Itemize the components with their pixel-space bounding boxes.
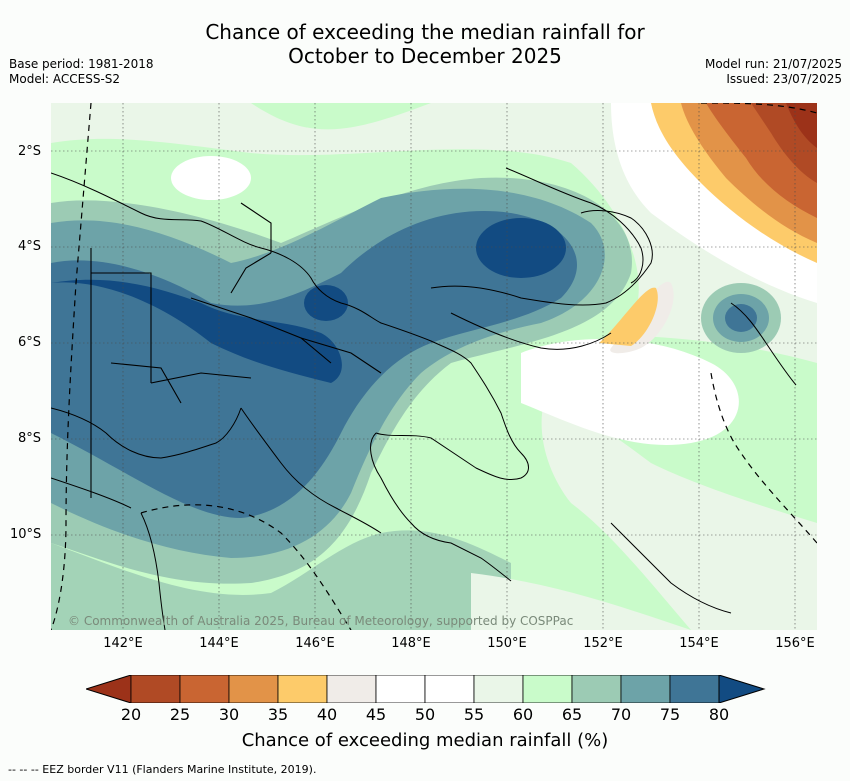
colorbar-tick: 60 — [512, 705, 534, 724]
map-title: Chance of exceeding the median rainfall … — [0, 20, 850, 68]
wet-south — [51, 530, 511, 630]
title-line-2: October to December 2025 — [288, 44, 562, 68]
colorbar-extend-high — [718, 675, 766, 703]
lon-label-152e: 152°E — [583, 636, 623, 651]
colorbar-tick: 20 — [120, 705, 142, 724]
colorbar-extend-low — [86, 675, 132, 703]
lon-label-156e: 156°E — [775, 636, 815, 651]
colorbar-segment — [424, 675, 475, 703]
colorbar-segment — [522, 675, 573, 703]
meta-right: Model run: 21/07/2025 Issued: 23/07/2025 — [705, 57, 842, 87]
colorbar-tick: 75 — [659, 705, 681, 724]
lon-label-148e: 148°E — [391, 636, 431, 651]
pale-region — [51, 103, 817, 630]
white-zone-north — [611, 103, 817, 303]
lon-label-142e: 142°E — [103, 636, 143, 651]
pale-south — [471, 573, 691, 630]
map-svg — [51, 103, 817, 630]
colorbar-segment — [130, 675, 181, 703]
eez-borders — [51, 103, 817, 630]
coastlines — [51, 167, 797, 630]
colorbar-segment — [277, 675, 328, 703]
meta-left: Base period: 1981-2018 Model: ACCESS-S2 — [9, 57, 154, 87]
colorbar-tick: 70 — [610, 705, 632, 724]
lat-label-8s: 8°S — [18, 431, 42, 446]
colorbar-segment — [571, 675, 622, 703]
copyright-notice: © Commonwealth of Australia 2025, Bureau… — [68, 614, 574, 628]
eez-footnote: -- -- -- EEZ border V11 (Flanders Marine… — [8, 763, 317, 776]
colorbar-tick: 55 — [463, 705, 485, 724]
wet-cell-75 — [725, 304, 757, 332]
wet-80-west — [51, 279, 342, 383]
colorbar-tick: 65 — [561, 705, 583, 724]
dry-patch-inner — [599, 287, 658, 346]
lat-label-10s: 10°S — [10, 527, 42, 542]
model-name: Model: ACCESS-S2 — [9, 72, 121, 86]
colorbar-tick: 40 — [316, 705, 338, 724]
colorbar-segment — [473, 675, 524, 703]
colorbar-tick: 50 — [414, 705, 436, 724]
dry-15 — [786, 103, 817, 148]
lat-label-6s: 6°S — [18, 335, 42, 350]
base-period: Base period: 1981-2018 — [9, 57, 154, 71]
lon-label-150e: 150°E — [487, 636, 527, 651]
wet-80-north — [476, 218, 566, 278]
lon-label-144e: 144°E — [199, 636, 239, 651]
colorbar-tick: 45 — [365, 705, 387, 724]
lat-label-2s: 2°S — [18, 144, 42, 159]
lon-label-154e: 154°E — [679, 636, 719, 651]
lat-label-4s: 4°S — [18, 239, 42, 254]
colorbar-segment — [620, 675, 671, 703]
colorbar-segment — [326, 675, 377, 703]
title-line-1: Chance of exceeding the median rainfall … — [205, 20, 645, 44]
colorbar-label: Chance of exceeding median rainfall (%) — [241, 730, 609, 751]
white-spot — [171, 156, 251, 200]
colorbar-segment — [375, 675, 426, 703]
colorbar-tick: 30 — [218, 705, 240, 724]
model-run: Model run: 21/07/2025 — [704, 57, 842, 71]
colorbar — [86, 675, 766, 703]
colorbar-segment — [669, 675, 720, 703]
colorbar-tick: 80 — [708, 705, 730, 724]
colorbar-tick: 35 — [267, 705, 289, 724]
rainfall-map — [51, 103, 817, 630]
lon-label-146e: 146°E — [295, 636, 335, 651]
province-borders — [90, 202, 382, 498]
white-zone-east — [521, 339, 739, 445]
colorbar-segment — [179, 675, 230, 703]
issued-date: Issued: 23/07/2025 — [726, 72, 842, 86]
colorbar-tick: 25 — [169, 705, 191, 724]
colorbar-segment — [228, 675, 279, 703]
